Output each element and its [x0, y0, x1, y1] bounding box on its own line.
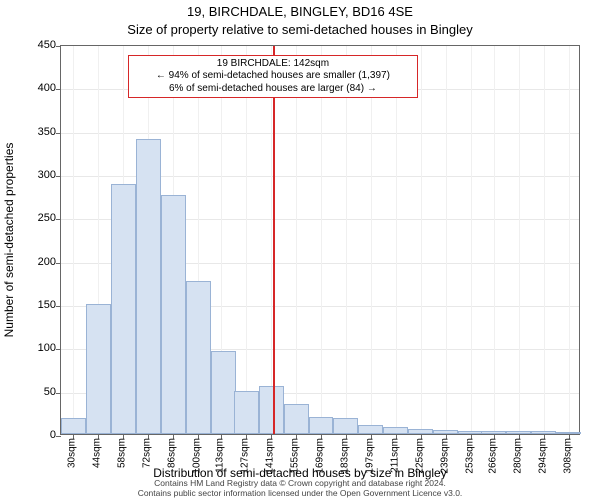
ytick-label: 350: [16, 126, 56, 138]
xtick-label: 239sqm: [439, 438, 450, 474]
xtick-label: 169sqm: [315, 438, 326, 474]
histogram-bar: [111, 184, 136, 434]
ytick-mark: [56, 306, 61, 307]
ytick-mark: [56, 436, 61, 437]
histogram-bar: [531, 431, 556, 434]
ytick-mark: [56, 219, 61, 220]
histogram-bar: [211, 351, 236, 434]
ytick-label: 250: [16, 212, 56, 224]
annotation-line3: 6% of semi-detached houses are larger (8…: [133, 83, 413, 96]
grid-line-v: [321, 46, 322, 434]
annotation-line1: 19 BIRCHDALE: 142sqm: [133, 58, 413, 71]
histogram-bar: [61, 418, 86, 434]
xtick-label: 127sqm: [240, 438, 251, 474]
grid-line-v: [544, 46, 545, 434]
xtick-label: 100sqm: [192, 438, 203, 474]
histogram-bar: [506, 431, 531, 434]
grid-line-v: [446, 46, 447, 434]
xtick-label: 183sqm: [339, 438, 350, 474]
histogram-bar: [309, 417, 334, 434]
grid-line-h: [61, 133, 579, 134]
histogram-bar: [481, 431, 506, 434]
xtick-label: 141sqm: [265, 438, 276, 474]
chart-title-line1: 19, BIRCHDALE, BINGLEY, BD16 4SE: [0, 4, 600, 19]
ytick-label: 50: [16, 386, 56, 398]
ytick-label: 100: [16, 342, 56, 354]
xtick-label: 266sqm: [487, 438, 498, 474]
histogram-bar: [259, 386, 284, 434]
grid-line-v: [296, 46, 297, 434]
annotation-line2: ← 94% of semi-detached houses are smalle…: [133, 70, 413, 83]
histogram-bar: [383, 427, 408, 434]
xtick-label: 294sqm: [537, 438, 548, 474]
histogram-bar: [408, 429, 433, 434]
footer-attribution: Contains HM Land Registry data © Crown c…: [0, 478, 600, 498]
ytick-label: 0: [16, 429, 56, 441]
grid-line-v: [421, 46, 422, 434]
xtick-label: 155sqm: [290, 438, 301, 474]
ytick-label: 200: [16, 256, 56, 268]
xtick-label: 58sqm: [117, 438, 128, 468]
grid-line-v: [371, 46, 372, 434]
histogram-bar: [161, 195, 186, 434]
grid-line-v: [73, 46, 74, 434]
ytick-mark: [56, 46, 61, 47]
histogram-bar: [556, 432, 581, 434]
histogram-bar: [284, 404, 309, 434]
y-axis-label: Number of semi-detached properties: [2, 45, 16, 240]
ytick-label: 400: [16, 82, 56, 94]
xtick-label: 253sqm: [464, 438, 475, 474]
chart-title-line2: Size of property relative to semi-detach…: [0, 22, 600, 37]
xtick-label: 211sqm: [389, 438, 400, 473]
histogram-bar: [433, 430, 458, 434]
xtick-label: 72sqm: [142, 438, 153, 468]
grid-line-v: [346, 46, 347, 434]
footer-line1: Contains HM Land Registry data © Crown c…: [0, 478, 600, 488]
xtick-label: 113sqm: [215, 438, 226, 473]
ytick-label: 150: [16, 299, 56, 311]
grid-line-v: [396, 46, 397, 434]
xtick-label: 197sqm: [364, 438, 375, 474]
reference-line: [273, 46, 275, 434]
xtick-label: 86sqm: [167, 438, 178, 468]
grid-line-v: [569, 46, 570, 434]
footer-line2: Contains public sector information licen…: [0, 488, 600, 498]
ytick-label: 450: [16, 39, 56, 51]
plot-area: 19 BIRCHDALE: 142sqm← 94% of semi-detach…: [60, 45, 580, 435]
ytick-mark: [56, 176, 61, 177]
histogram-bar: [458, 431, 483, 434]
annotation-box: 19 BIRCHDALE: 142sqm← 94% of semi-detach…: [128, 55, 418, 99]
histogram-bar: [358, 425, 383, 434]
histogram-bar: [136, 139, 161, 434]
ytick-mark: [56, 349, 61, 350]
xtick-label: 30sqm: [67, 438, 78, 468]
grid-line-v: [494, 46, 495, 434]
ytick-mark: [56, 89, 61, 90]
histogram-bar: [234, 391, 259, 434]
ytick-label: 300: [16, 169, 56, 181]
ytick-mark: [56, 133, 61, 134]
xtick-label: 280sqm: [512, 438, 523, 474]
ytick-mark: [56, 393, 61, 394]
xtick-label: 44sqm: [92, 438, 103, 468]
xtick-label: 225sqm: [414, 438, 425, 474]
xtick-label: 308sqm: [562, 438, 573, 474]
chart-container: 19, BIRCHDALE, BINGLEY, BD16 4SE Size of…: [0, 0, 600, 500]
grid-line-v: [519, 46, 520, 434]
histogram-bar: [333, 418, 358, 434]
histogram-bar: [86, 304, 111, 434]
grid-line-v: [471, 46, 472, 434]
ytick-mark: [56, 263, 61, 264]
histogram-bar: [186, 281, 211, 434]
grid-line-v: [246, 46, 247, 434]
